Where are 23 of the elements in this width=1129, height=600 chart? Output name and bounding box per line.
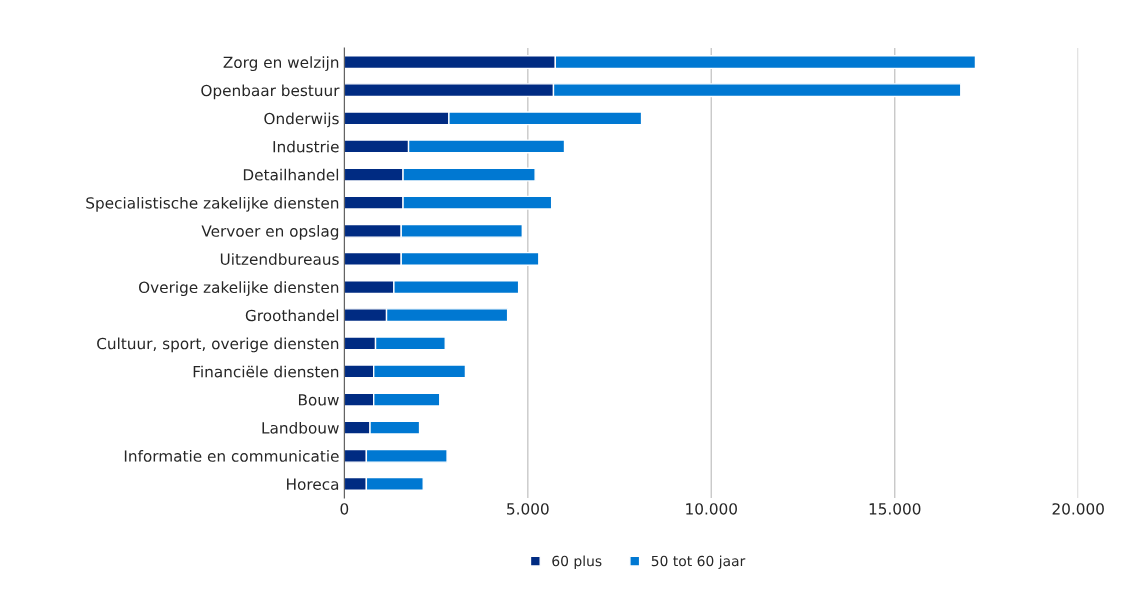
y-tick-label: Detailhandel <box>243 168 339 181</box>
y-tick-label: Horeca <box>287 478 339 490</box>
y-tick-label: Openbaar bestuur <box>201 84 340 100</box>
y-tick-label: Zorg en welzijn <box>223 56 339 72</box>
y-tick-label: Uitzendbureaus <box>220 253 339 265</box>
x-tick-label: 5.000 <box>507 503 549 515</box>
y-tick-label: Overige zakelijke diensten <box>138 281 339 297</box>
x-tick-label: 0 <box>340 503 349 515</box>
legend-label: 60 plus <box>552 555 602 569</box>
y-tick-label: Specialistische zakelijke diensten <box>86 196 339 212</box>
y-tick-label: Onderwijs <box>264 112 339 128</box>
y-tick-label: Groothandel <box>245 309 339 322</box>
y-tick-label: Landbouw <box>262 421 339 434</box>
y-tick-label: Vervoer en opslag <box>201 225 339 240</box>
x-tick-label: 10.000 <box>686 503 737 515</box>
x-tick-label: 15.000 <box>869 503 921 515</box>
y-tick-label: Informatie en communicatie <box>124 450 339 462</box>
y-tick-label: Bouw <box>298 394 339 406</box>
legend-label: 50 tot 60 jaar <box>651 555 746 569</box>
y-tick-label: Industrie <box>273 140 339 153</box>
y-tick-label: Financiële diensten <box>193 365 339 378</box>
x-tick-label: 20.000 <box>1052 503 1104 515</box>
y-tick-label: Cultuur, sport, overige diensten <box>97 337 339 353</box>
